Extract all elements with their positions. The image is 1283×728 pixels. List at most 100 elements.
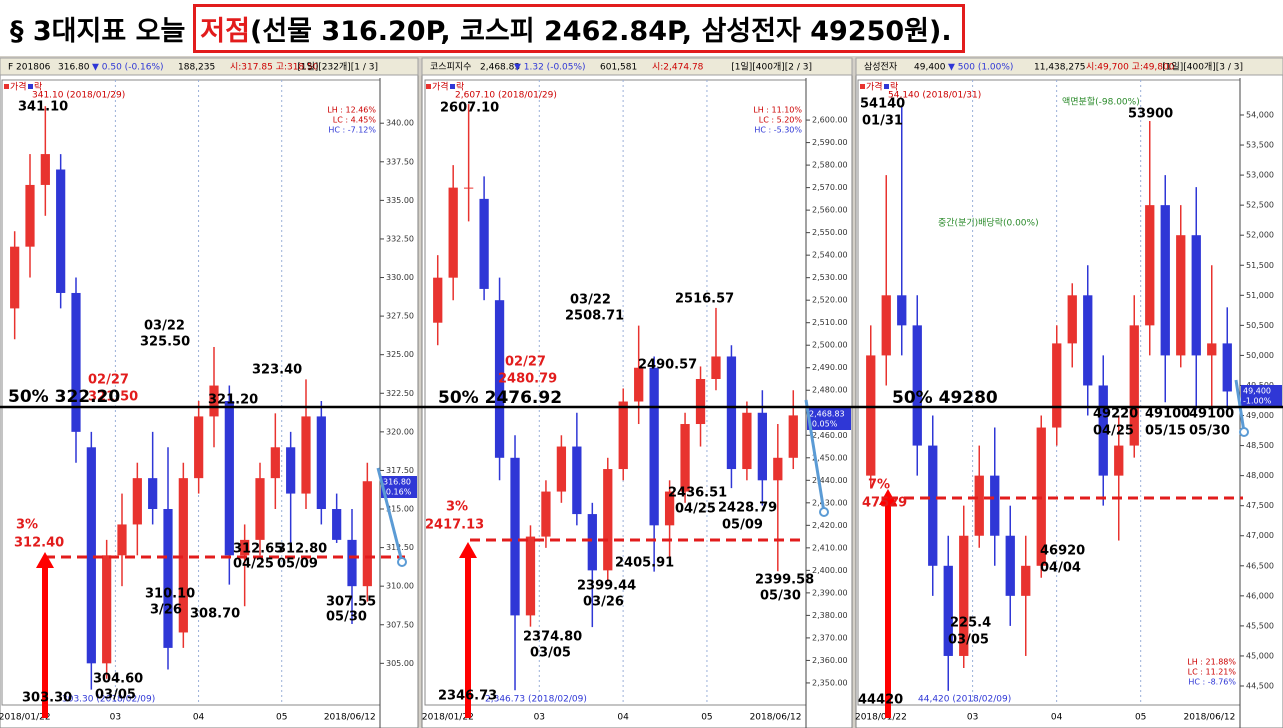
annotation: 50% 49280: [892, 388, 998, 408]
candle-body: [1191, 235, 1201, 356]
title-prefix: § 3대지표 오늘: [10, 15, 186, 47]
y-tick-label: 50,500: [1246, 321, 1274, 330]
stat: LC : 4.45%: [333, 116, 377, 125]
annotation: 308.70: [190, 607, 240, 622]
stat: HC : -5.30%: [754, 126, 802, 135]
y-tick-label: 2,520.00: [812, 296, 848, 305]
candle-body: [912, 325, 922, 446]
header-text: 2,468.83: [480, 63, 520, 73]
annotation: 03/22: [144, 319, 185, 334]
annotation: 2399.44: [577, 579, 636, 594]
candle-body: [897, 295, 907, 326]
candle-body: [1222, 343, 1232, 392]
y-tick-label: 2,450.00: [812, 453, 848, 462]
header-text: 시:49,700 고:49,800: [1086, 62, 1175, 73]
annotation: 325.50: [140, 335, 190, 350]
header-text: ▼ 0.50 (-0.16%): [92, 63, 164, 73]
y-tick-label: 53,000: [1246, 171, 1274, 180]
blue-arrow: [804, 399, 826, 513]
candle-body: [928, 445, 938, 566]
legend-text: 가격: [866, 81, 883, 93]
annotation: 3%: [446, 500, 468, 515]
y-tick-label: 2,580.00: [812, 161, 848, 170]
high-note: 341.10 (2018/01/29): [32, 91, 125, 101]
red-arrowhead: [459, 542, 477, 558]
annotation: 액면분할(-98.00%): [1062, 96, 1140, 108]
y-tick-label: 48,500: [1246, 441, 1274, 450]
annotation: 53900: [1128, 107, 1173, 122]
annotation: 50% 322.20: [8, 387, 120, 407]
candle-body: [316, 416, 326, 510]
candle-body: [1114, 445, 1124, 476]
annotation: 47529: [862, 496, 907, 511]
candle-body: [1098, 385, 1108, 476]
candle-body: [1052, 343, 1062, 428]
annotation: 321.20: [208, 393, 258, 408]
title-highlight: 저점: [200, 15, 250, 47]
x-label: 2018/06/12: [750, 713, 802, 723]
annotation: 05/09: [722, 518, 763, 533]
header-text: 11,438,275: [1034, 63, 1086, 73]
annotation: 50% 2476.92: [438, 388, 562, 408]
title-box: 저점(선물 316.20P, 코스피 2462.84P, 삼성전자 49250원…: [193, 3, 965, 53]
candle-body: [433, 277, 443, 323]
candle-body: [974, 475, 984, 536]
y-tick-label: 52,000: [1246, 231, 1274, 240]
header-text: 삼성전자: [864, 62, 898, 73]
annotation: 2436.51: [668, 486, 727, 501]
candle-body: [448, 187, 458, 278]
header-text: ▼ 1.32 (-0.05%): [514, 63, 586, 73]
y-tick-label: 2,390.00: [812, 588, 848, 597]
last-price: 316.80: [383, 478, 411, 487]
header-text: 188,235: [178, 63, 215, 73]
panel-header: [421, 57, 853, 76]
candle-body: [286, 447, 296, 494]
high-note: 2,607.10 (2018/01/29): [455, 91, 557, 101]
y-tick-label: 51,000: [1246, 291, 1274, 300]
panel-header: [0, 57, 419, 76]
annotation: 312.80: [277, 542, 327, 557]
annotation: 2417.13: [425, 518, 484, 533]
legend-text: 락: [890, 81, 898, 93]
candle-body: [25, 184, 35, 247]
stat: LH : 21.88%: [1187, 658, 1236, 667]
y-tick-label: 2,420.00: [812, 521, 848, 530]
candle-body: [634, 367, 644, 402]
candle-body: [510, 457, 520, 616]
candle-body: [178, 478, 188, 633]
candle-body: [240, 539, 250, 556]
legend-swatch: [28, 84, 33, 89]
annotation: 2428.79: [718, 501, 777, 516]
y-tick-label: 46,500: [1246, 561, 1274, 570]
annotation: 3/26: [150, 603, 182, 618]
candle-body: [347, 539, 357, 587]
candle-body: [40, 154, 50, 185]
legend-text: 락: [34, 81, 42, 93]
candle-body: [117, 524, 127, 556]
candle-body: [102, 555, 112, 664]
y-tick-label: 340.00: [386, 119, 414, 128]
candle-body: [587, 514, 597, 571]
y-tick-label: 2,510.00: [812, 318, 848, 327]
y-tick-label: 53,500: [1246, 141, 1274, 150]
y-tick-label: 337.50: [386, 157, 414, 166]
candle-body: [1129, 325, 1139, 446]
y-tick-label: 310.00: [386, 582, 414, 591]
legend-swatch: [426, 84, 431, 89]
candle-body: [132, 478, 142, 525]
candle-body: [757, 412, 767, 481]
x-label: 05: [276, 713, 287, 723]
annotation: 2508.71: [565, 309, 624, 324]
annotation: 321.50: [88, 390, 138, 405]
candle-body: [572, 446, 582, 515]
last-price: -0.16%: [383, 488, 412, 497]
annotation: 05/30: [760, 589, 801, 604]
candle-body: [943, 565, 953, 656]
candle-body: [1207, 343, 1217, 356]
x-label: 2018/01/22: [422, 713, 474, 723]
annotation: 02/27: [88, 373, 129, 388]
legend-swatch: [450, 84, 455, 89]
annotation: 2399.58: [755, 573, 814, 588]
candle-body: [1021, 565, 1031, 596]
